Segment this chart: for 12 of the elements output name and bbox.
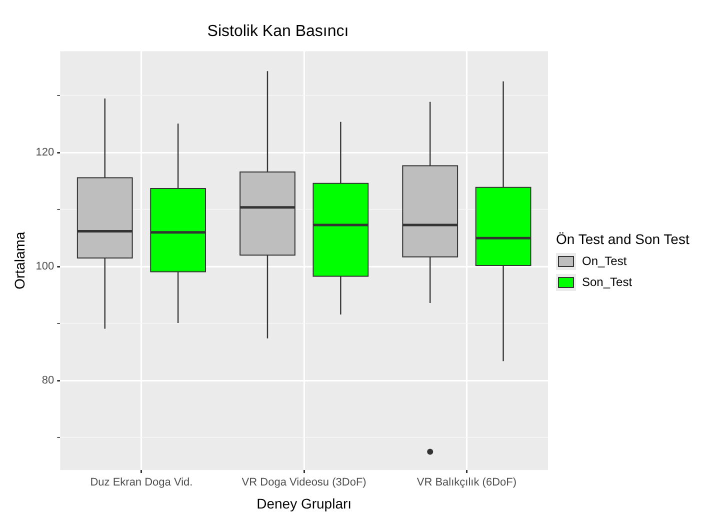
legend-label: Son_Test [582, 275, 632, 289]
x-tick-label: VR Balıkçılık (6DoF) [416, 476, 517, 489]
y-tick-label: 100 [36, 260, 54, 273]
legend-label: On_Test [582, 254, 627, 268]
x-tick-label: Duz Ekran Doga Vid. [90, 476, 193, 489]
x-tick-label: VR Doga Videosu (3DoF) [242, 476, 366, 489]
y-tick-label: 80 [42, 374, 54, 387]
y-axis-title: Ortalama [11, 232, 28, 290]
y-tick-label: 120 [36, 146, 54, 159]
x-axis-title: Deney Grupları [256, 495, 352, 512]
chart-title: Sistolik Kan Basıncı [207, 23, 349, 40]
legend-title: Ön Test and Son Test [556, 230, 690, 246]
